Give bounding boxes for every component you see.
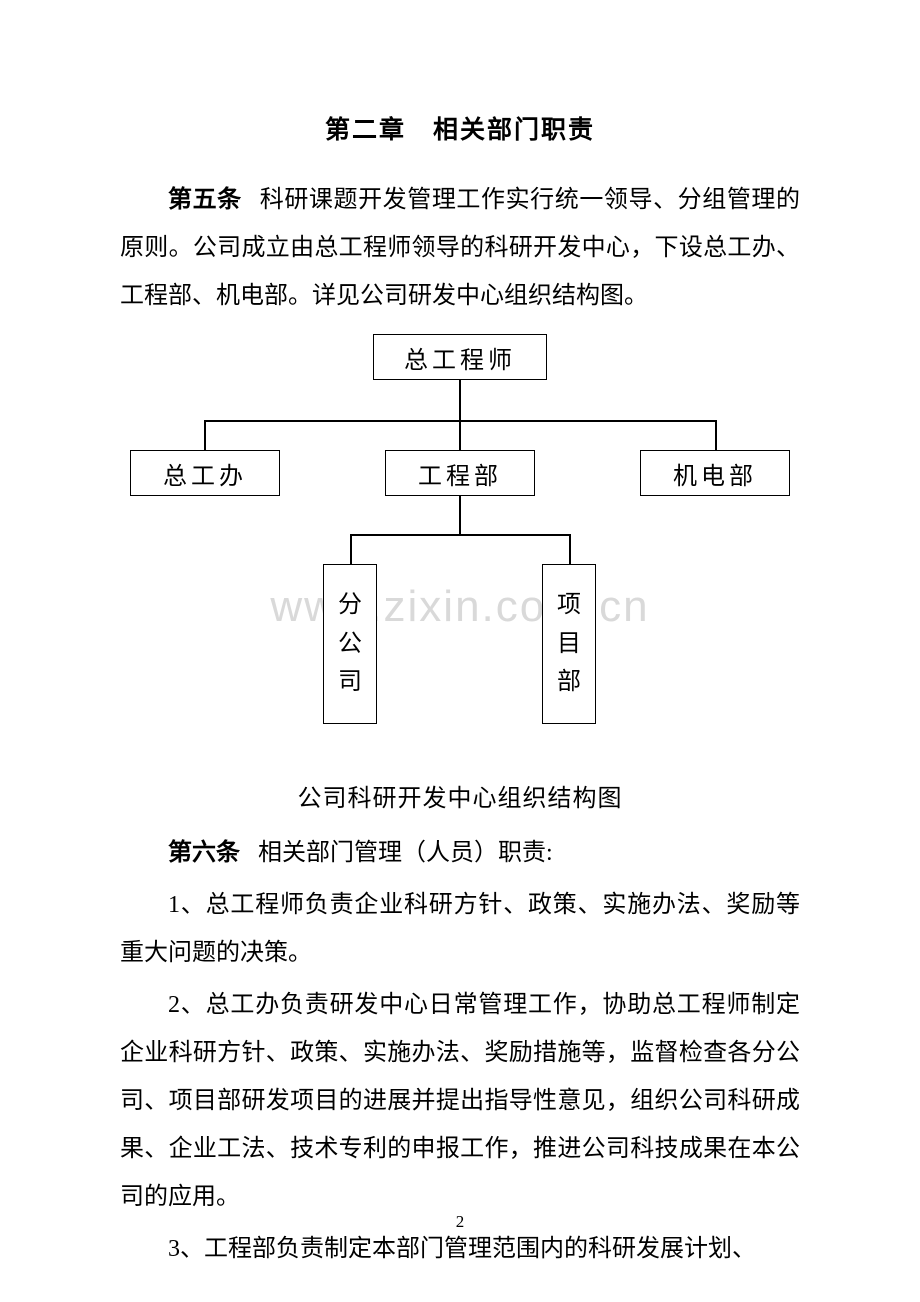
article-6: 第六条相关部门管理（人员）职责: bbox=[120, 829, 800, 877]
page-content: 第二章 相关部门职责 第五条科研课题开发管理工作实行统一领导、分组管理的原则。公… bbox=[0, 0, 920, 1273]
item-1: 1、总工程师负责企业科研方针、政策、实施办法、奖励等重大问题的决策。 bbox=[120, 881, 800, 977]
node-engineering-dept: 工程部 bbox=[385, 450, 535, 496]
connector bbox=[350, 534, 352, 564]
node-branch-char1: 分 bbox=[338, 586, 362, 624]
article-6-text: 相关部门管理（人员）职责: bbox=[258, 840, 553, 866]
org-chart: 总工程师 总工办 工程部 机电部 分 公 司 项 目 部 bbox=[120, 334, 800, 754]
article-6-lead: 第六条 bbox=[168, 839, 240, 866]
node-project-char2: 目 bbox=[557, 625, 581, 663]
item-3-text: 3、工程部负责制定本部门管理范围内的科研发展计划、 bbox=[168, 1236, 756, 1262]
item-3: 3、工程部负责制定本部门管理范围内的科研发展计划、 bbox=[120, 1225, 800, 1273]
connector bbox=[715, 420, 717, 450]
node-chief-engineer: 总工程师 bbox=[373, 334, 547, 380]
orgchart-caption: 公司科研开发中心组织结构图 bbox=[120, 778, 800, 813]
node-project-dept: 项 目 部 bbox=[542, 564, 596, 724]
chapter-title: 第二章 相关部门职责 bbox=[120, 110, 800, 146]
connector bbox=[459, 496, 461, 534]
node-me-dept: 机电部 bbox=[640, 450, 790, 496]
item-2: 2、总工办负责研发中心日常管理工作，协助总工程师制定企业科研方针、政策、实施办法… bbox=[120, 981, 800, 1221]
article-5: 第五条科研课题开发管理工作实行统一领导、分组管理的原则。公司成立由总工程师领导的… bbox=[120, 176, 800, 320]
connector bbox=[459, 380, 461, 420]
connector bbox=[350, 534, 570, 536]
node-project-char3: 部 bbox=[557, 663, 581, 701]
node-branch-char2: 公 bbox=[338, 625, 362, 663]
item-1-text: 1、总工程师负责企业科研方针、政策、实施办法、奖励等重大问题的决策。 bbox=[120, 892, 800, 966]
connector bbox=[569, 534, 571, 564]
node-general-office: 总工办 bbox=[130, 450, 280, 496]
node-branch-company: 分 公 司 bbox=[323, 564, 377, 724]
article-5-lead: 第五条 bbox=[168, 186, 242, 213]
node-project-char1: 项 bbox=[557, 586, 581, 624]
item-2-text: 2、总工办负责研发中心日常管理工作，协助总工程师制定企业科研方针、政策、实施办法… bbox=[120, 992, 800, 1210]
connector bbox=[459, 420, 461, 450]
connector bbox=[204, 420, 206, 450]
node-branch-char3: 司 bbox=[338, 663, 362, 701]
